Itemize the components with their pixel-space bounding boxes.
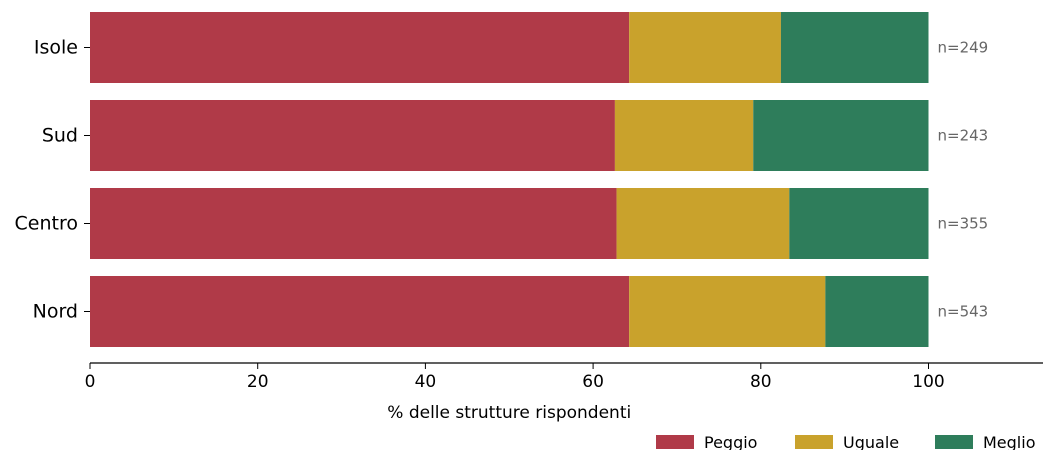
bar-isole-uguale	[629, 12, 781, 83]
bar-centro-peggio	[90, 188, 617, 259]
legend-label-meglio: Meglio	[983, 433, 1035, 450]
bar-centro-uguale	[616, 188, 790, 259]
bar-nord-meglio	[825, 276, 929, 347]
bar-sud-uguale	[614, 100, 754, 171]
legend: Peggio Uguale Meglio	[656, 433, 1035, 452]
legend-swatch-meglio	[935, 435, 973, 449]
x-tick-label-60: 60	[582, 372, 604, 392]
y-axis: Isole Sud Centro Nord	[15, 37, 90, 323]
bar-isole-peggio	[90, 12, 630, 83]
x-tick-label-0: 0	[85, 372, 96, 392]
legend-swatch-uguale	[795, 435, 833, 449]
x-tick-label-80: 80	[750, 372, 772, 392]
n-label-nord: n=543	[938, 303, 989, 321]
bar-isole-meglio	[780, 12, 929, 83]
category-label-nord: Nord	[33, 301, 78, 323]
bar-centro-meglio	[789, 188, 929, 259]
x-tick-label-100: 100	[912, 372, 944, 392]
bar-sud-meglio	[753, 100, 929, 171]
category-label-isole: Isole	[34, 37, 78, 59]
category-label-sud: Sud	[42, 125, 78, 147]
x-tick-label-20: 20	[247, 372, 269, 392]
legend-label-uguale: Uguale	[843, 433, 899, 450]
x-axis-title: % delle strutture rispondenti	[387, 403, 631, 423]
n-label-sud: n=243	[938, 127, 989, 145]
bar-nord-uguale	[629, 276, 826, 347]
legend-swatch-peggio	[656, 435, 694, 449]
category-label-centro: Centro	[15, 213, 78, 235]
sample-size-labels: n=249 n=243 n=355 n=543	[938, 39, 989, 321]
legend-label-peggio: Peggio	[704, 433, 757, 450]
n-label-isole: n=249	[938, 39, 989, 57]
bar-sud-peggio	[90, 100, 615, 171]
bars-layer	[90, 12, 929, 347]
bar-nord-peggio	[90, 276, 630, 347]
x-tick-label-40: 40	[415, 372, 437, 392]
n-label-centro: n=355	[938, 215, 989, 233]
x-axis: 0 20 40 60 80 100 % delle strutture rispondent…	[85, 362, 1043, 423]
